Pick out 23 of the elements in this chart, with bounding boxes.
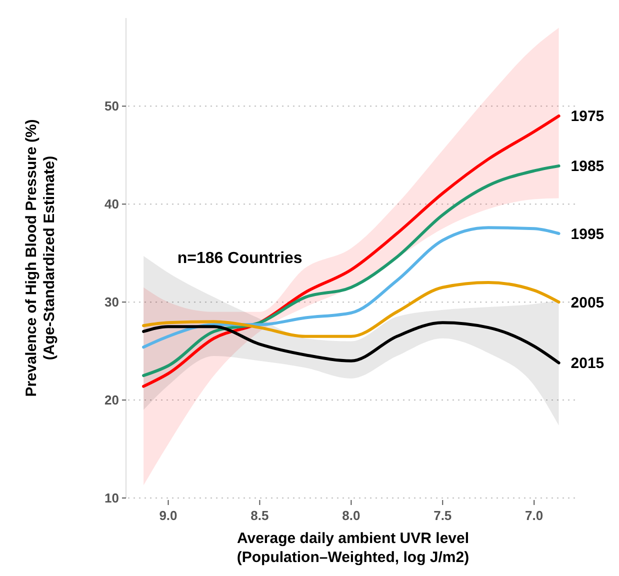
series-label: 1975 <box>570 108 604 126</box>
annotation: n=186 Countries <box>177 250 302 267</box>
x-tick-label: 8.5 <box>250 508 269 523</box>
x-tick-label: 7.5 <box>434 508 452 523</box>
y-tick-label: 40 <box>104 196 119 212</box>
y-axis-title: Prevalence of High Blood Pressure (%) (Age-Standardized Estimate) <box>23 119 58 397</box>
y-tick-label: 50 <box>104 98 119 114</box>
y-tick-label: 20 <box>104 392 119 408</box>
series-label: 1995 <box>570 226 604 243</box>
line-series <box>142 114 560 388</box>
x-tick-label: 8.0 <box>342 508 360 523</box>
line-series <box>142 164 560 378</box>
line-series <box>142 321 560 364</box>
series-label: 2005 <box>570 294 604 312</box>
y-tick-label: 30 <box>104 294 119 310</box>
line-series <box>142 280 560 338</box>
y-tick-label: 10 <box>104 490 119 506</box>
x-tick-label: 7.0 <box>525 508 544 523</box>
x-tick-label: 9.0 <box>159 508 178 523</box>
line-series <box>142 226 560 349</box>
series-label: 2015 <box>570 355 604 372</box>
x-axis-title: Average daily ambient UVR level (Population–Weighted, log J/m2) <box>236 530 470 566</box>
series-label: 1985 <box>570 158 604 176</box>
